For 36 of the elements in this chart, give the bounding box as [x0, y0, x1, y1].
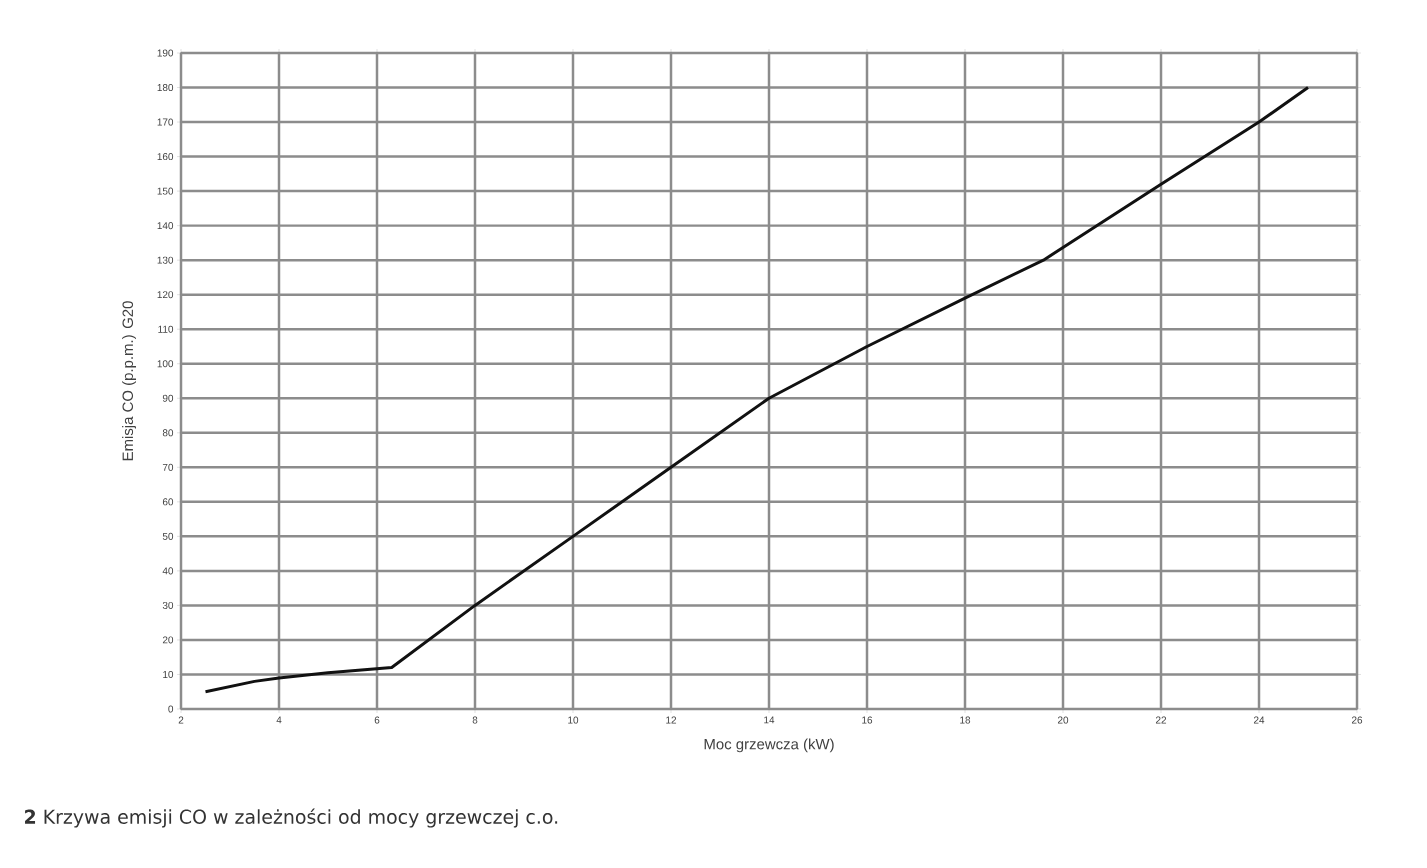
x-tick-label: 2	[178, 716, 184, 724]
y-tick-label: 10	[163, 670, 174, 678]
x-tick-label: 12	[666, 716, 677, 724]
y-tick-label: 90	[162, 394, 174, 402]
x-tick-label: 8	[472, 716, 478, 724]
x-tick-label: 16	[862, 716, 873, 724]
y-tick-label: 190	[157, 49, 174, 57]
x-tick-label: 26	[1351, 716, 1363, 724]
y-tick-label: 110	[158, 325, 174, 333]
y-tick-label: 100	[157, 360, 174, 368]
y-tick-label: 130	[157, 256, 174, 264]
y-tick-label: 170	[157, 118, 174, 126]
y-axis-title: Emisja CO (p.p.m.) G20	[122, 301, 137, 461]
x-tick-label: 20	[1057, 716, 1069, 724]
y-tick-label: 70	[162, 463, 174, 471]
y-tick-label: 140	[157, 222, 174, 230]
y-tick-label: 30	[162, 601, 174, 609]
y-tick-label: 40	[162, 567, 174, 575]
x-tick-label: 10	[568, 716, 579, 724]
y-tick-label: 0	[168, 705, 174, 713]
y-tick-label: 20	[162, 636, 174, 644]
y-tick-label: 50	[162, 532, 174, 540]
x-tick-label: 24	[1253, 716, 1265, 724]
y-tick-label: 180	[157, 83, 174, 92]
x-tick-label: 18	[960, 716, 971, 724]
text: 2 Krzywa emisji CO w zależności od mocy grzewczej c.o.	[25, 808, 558, 828]
y-tick-label: 120	[157, 291, 174, 299]
x-tick-label: 6	[374, 716, 380, 724]
x-tick-label: 22	[1155, 716, 1167, 724]
y-tick-label: 150	[157, 187, 174, 195]
y-tick-label: 60	[162, 498, 174, 506]
x-tick-label: 14	[764, 716, 775, 724]
x-tick-label: 4	[276, 716, 282, 724]
y-tick-label: 80	[162, 429, 174, 437]
x-axis-title: Moc grzewcza (kW)	[704, 738, 834, 753]
y-tick-label: 160	[157, 153, 174, 161]
